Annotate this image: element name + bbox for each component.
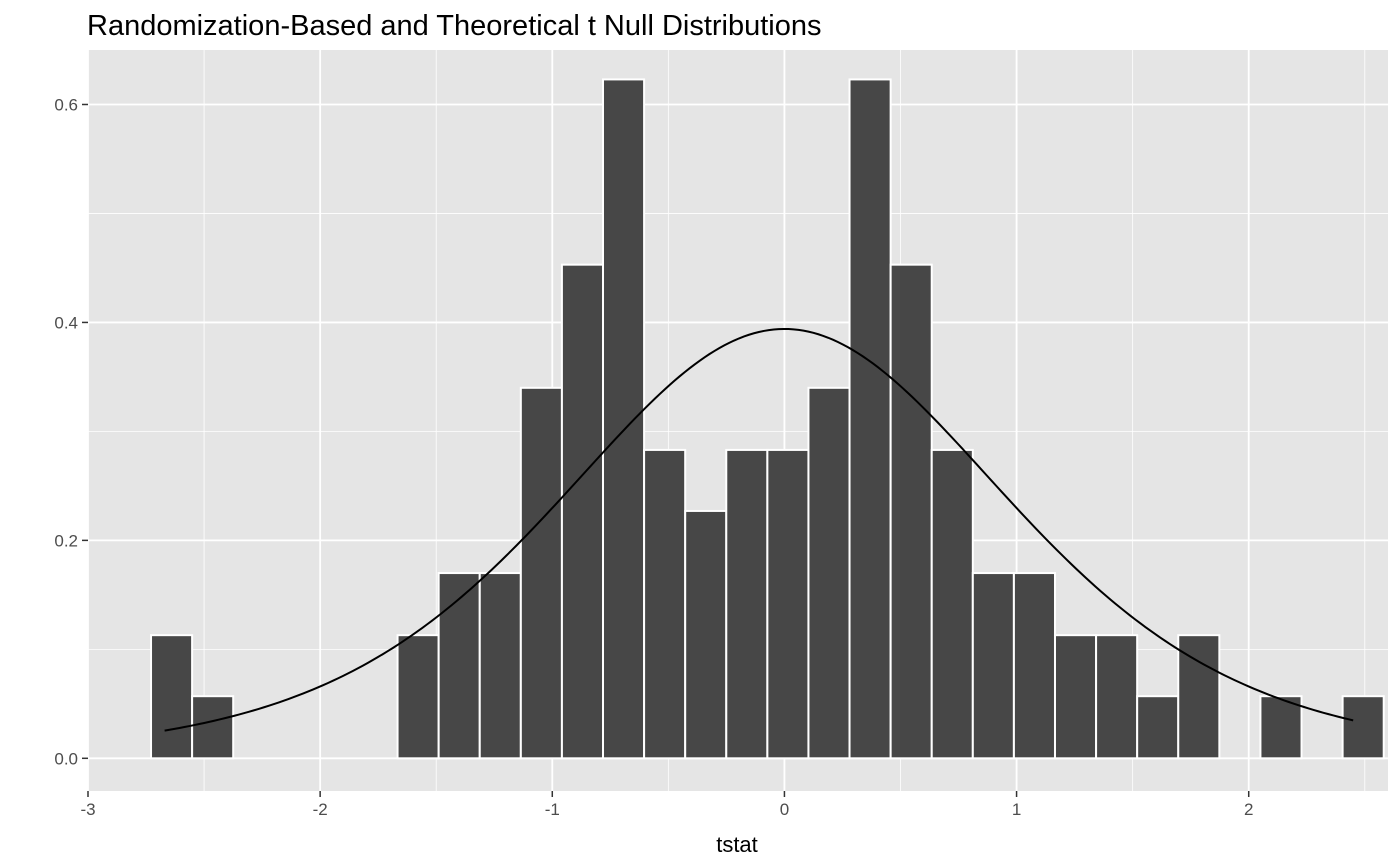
chart-title: Randomization-Based and Theoretical t Nu… xyxy=(87,10,822,42)
histogram-bar xyxy=(1053,634,1098,760)
histogram-bars xyxy=(150,78,1385,760)
grid-minor xyxy=(88,50,1388,791)
histogram-bar xyxy=(643,448,687,760)
histogram-bar xyxy=(602,78,646,760)
y-tick-label: 0.0 xyxy=(54,749,78,768)
y-tick-label: 0.4 xyxy=(54,313,78,332)
histogram-bar xyxy=(889,263,933,760)
histogram-bar xyxy=(150,634,194,760)
x-tick-label: 0 xyxy=(780,800,789,819)
histogram-bar xyxy=(1259,695,1303,760)
histogram-bar xyxy=(191,695,235,760)
histogram-bar xyxy=(1341,695,1385,760)
histogram-bar xyxy=(396,634,440,760)
x-tick-label: -3 xyxy=(80,800,95,819)
x-tick-label: -2 xyxy=(313,800,328,819)
histogram-bar xyxy=(930,448,974,760)
y-axis: 0.0 0.2 0.4 0.6 xyxy=(54,95,88,768)
histogram-bar xyxy=(807,386,851,760)
histogram-bar xyxy=(1136,695,1180,760)
x-tick-label: 2 xyxy=(1244,800,1253,819)
histogram-bar xyxy=(1177,634,1221,760)
histogram-bar xyxy=(1095,634,1139,760)
grid-major xyxy=(87,50,1388,791)
histogram-bar xyxy=(560,263,605,760)
histogram-bar xyxy=(437,572,481,760)
histogram-bar xyxy=(766,448,810,760)
histogram-bar xyxy=(848,78,892,760)
x-tick-label: 1 xyxy=(1012,800,1021,819)
t-density-curve xyxy=(164,327,1354,732)
histogram-bar xyxy=(1012,572,1056,760)
histogram-bar xyxy=(971,572,1015,760)
y-tick-label: 0.6 xyxy=(54,95,78,114)
histogram-bar xyxy=(725,448,769,760)
y-tick-label: 0.2 xyxy=(54,531,78,550)
x-axis-title: tstat xyxy=(716,832,758,857)
x-axis: -3 -2 -1 0 1 2 xyxy=(80,791,1253,819)
histogram-bar xyxy=(519,386,563,760)
histogram-bar xyxy=(684,509,728,760)
x-tick-label: -1 xyxy=(545,800,560,819)
histogram-bar xyxy=(478,572,522,760)
